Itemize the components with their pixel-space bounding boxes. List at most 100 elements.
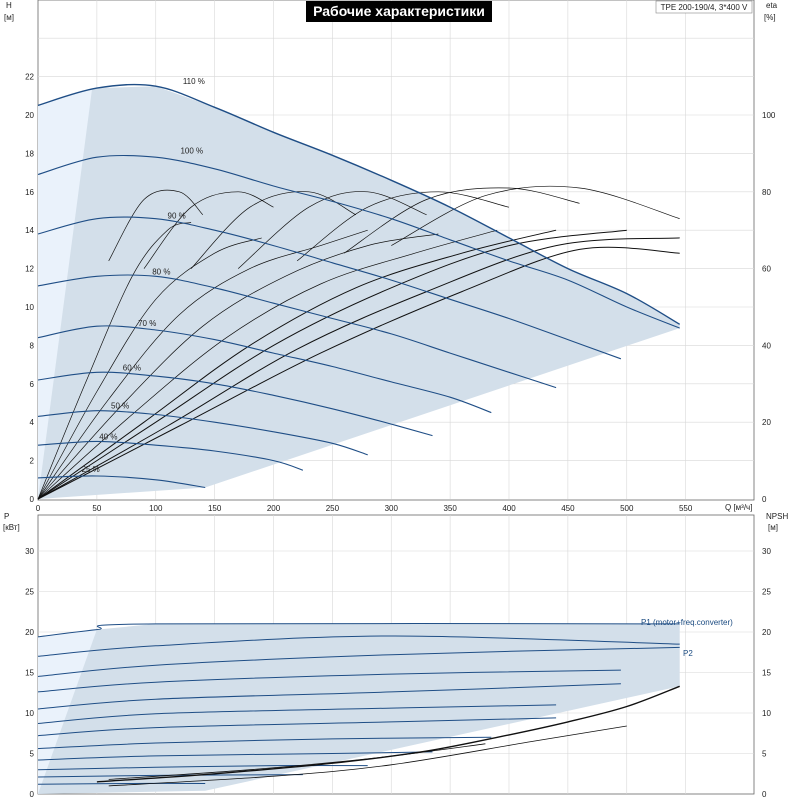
p-tick-label: 25 [25, 588, 34, 597]
q-tick-label: 350 [443, 504, 457, 513]
h-tick-label: 16 [25, 188, 34, 197]
pump-model: TPE 200-190/4, 3*400 V [661, 3, 748, 12]
speed-curve [37, 216, 622, 360]
eta-tick-label: 20 [762, 418, 771, 427]
efficiency-line [37, 229, 557, 500]
title-box [306, 1, 492, 22]
npsh-tick-label: 20 [762, 628, 771, 637]
q-tick-label: 50 [92, 504, 101, 513]
speed-curve [37, 274, 557, 389]
speed-label: 25 % [82, 465, 100, 474]
power-curve [37, 717, 557, 737]
top-operating-range-area [38, 86, 680, 500]
efficiency-line [37, 229, 368, 500]
q-tick-label: 150 [208, 504, 222, 513]
speed-label: 60 % [123, 363, 141, 372]
power-curve [37, 683, 621, 710]
q-tick-label: 0 [36, 504, 41, 513]
min-flow-area [38, 629, 97, 794]
q-tick-label: 450 [561, 504, 575, 513]
h-tick-label: 18 [25, 149, 34, 158]
npsh-tick-label: 15 [762, 669, 771, 678]
npsh-line [108, 725, 627, 787]
q-tick-label: 400 [502, 504, 516, 513]
h-tick-label: 20 [25, 111, 34, 120]
p-tick-label: 30 [25, 547, 34, 556]
model-box [655, 0, 753, 14]
q-tick-label: 300 [385, 504, 399, 513]
npsh-line [108, 743, 486, 780]
eta-tick-label: 40 [762, 341, 771, 350]
efficiency-arc [190, 191, 357, 269]
eta-tick-label: 100 [762, 111, 776, 120]
q-tick-label: 200 [267, 504, 281, 513]
speed-curve [37, 440, 304, 471]
h-tick-label: 8 [30, 341, 35, 350]
speed-labels: 110 % 100 % 90 % 80 % 70 % 60 % 50 % 40 % 25 % [82, 77, 205, 474]
right-axis-unit: [%] [764, 13, 776, 22]
right-axis-label: eta [766, 1, 778, 10]
power-curve [37, 782, 206, 785]
npsh-axis-label: NPSH [766, 512, 788, 521]
power-curve [37, 751, 433, 761]
speed-label: 80 % [152, 267, 170, 276]
speed-curves [37, 83, 681, 489]
efficiency-line [37, 233, 439, 500]
npsh-line [96, 685, 680, 783]
eta-tick-label: 0 [762, 495, 767, 504]
efficiency-arc [237, 191, 427, 269]
power-curve [37, 704, 557, 724]
p-tick-label: 20 [25, 628, 34, 637]
p1-series-label: P1 (motor+freq.converter) [641, 618, 733, 627]
power-curve [37, 669, 621, 693]
power-curve [37, 635, 680, 657]
p-tick-label: 0 [30, 790, 35, 799]
power-axis-label: P [4, 512, 9, 521]
efficiency-arc [391, 185, 680, 246]
efficiency-line [37, 229, 498, 500]
speed-label: 110 % [183, 77, 205, 86]
h-tick-label: 2 [30, 457, 35, 466]
power-curve [37, 623, 680, 638]
q-tick-label: 550 [679, 504, 693, 513]
efficiency-line [37, 246, 680, 500]
power-curve [37, 774, 303, 778]
power-curve [37, 765, 368, 771]
h-tick-label: 6 [30, 380, 35, 389]
npsh-tick-label: 30 [762, 547, 771, 556]
h-tick-label: 0 [30, 495, 35, 504]
q-tick-label: 250 [326, 504, 340, 513]
efficiency-arc [143, 191, 274, 269]
speed-label: 90 % [168, 212, 186, 221]
eta-tick-label: 80 [762, 188, 771, 197]
h-tick-label: 12 [25, 265, 34, 274]
p-tick-label: 10 [25, 709, 34, 718]
speed-label: 50 % [111, 402, 129, 411]
p-tick-label: 5 [30, 750, 35, 759]
efficiency-line [37, 237, 262, 500]
speed-curve [37, 325, 492, 414]
left-axis-unit: [м] [4, 13, 14, 22]
npsh-tick-label: 0 [762, 790, 767, 799]
speed-label: 100 % [180, 146, 203, 155]
npsh-tick-label: 25 [762, 588, 771, 597]
min-flow-area [38, 88, 93, 500]
npsh-axis-unit: [м] [768, 523, 778, 532]
power-axis-unit: [кВт] [3, 523, 20, 532]
efficiency-line [37, 222, 192, 500]
speed-label: 70 % [138, 319, 156, 328]
chart-title: Рабочие характеристики [313, 3, 485, 19]
speed-curve [37, 83, 681, 325]
power-curve [37, 736, 492, 750]
h-tick-label: 22 [25, 73, 34, 82]
speed-label: 40 % [99, 432, 117, 441]
q-tick-label: 500 [620, 504, 634, 513]
h-tick-label: 4 [30, 418, 35, 427]
left-axis-label: H [6, 1, 12, 10]
operating-area [38, 86, 680, 499]
speed-curve [37, 475, 206, 489]
p2-series-label: P2 [683, 649, 693, 658]
